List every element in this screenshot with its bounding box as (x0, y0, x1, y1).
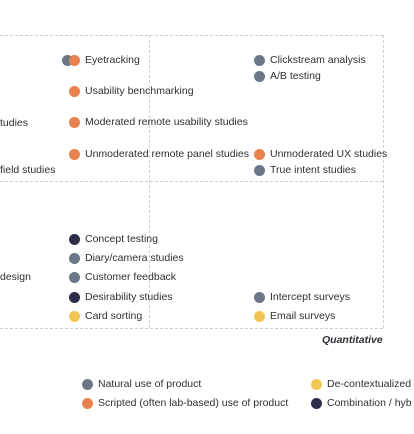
scripted-use-dot (69, 117, 80, 128)
method-label: Concept testing (85, 233, 158, 245)
legend-scripted-use: Scripted (often lab-based) use of produc… (82, 397, 288, 410)
method-label: A/B testing (270, 70, 321, 82)
natural-use-dot (62, 55, 73, 66)
combination-dot (69, 234, 80, 245)
cut-off-label-studies: tudies (0, 117, 29, 129)
method-label: Card sorting (85, 310, 143, 322)
scripted-use-dot (254, 149, 265, 160)
grid-middle-line (0, 181, 383, 182)
method-label: Diary/camera studies (85, 252, 184, 264)
method-concept-testing: Concept testing (69, 233, 158, 246)
legend-label: Natural use of product (98, 378, 202, 390)
method-label: Unmoderated remote panel studies (85, 148, 250, 160)
method-label: Usability benchmarking (85, 85, 194, 97)
method-intercept-surveys: Intercept surveys (254, 291, 350, 304)
scripted-use-dot (69, 149, 80, 160)
method-diary-camera-studies: Diary/camera studies (69, 252, 184, 265)
decontextualized-dot (69, 311, 80, 322)
natural-use-dot (82, 379, 93, 390)
natural-use-dot (254, 71, 265, 82)
grid-center-line (149, 35, 150, 328)
method-eyetracking: Eyetracking (62, 54, 140, 67)
legend-decontextualized: De-contextualized (311, 378, 411, 391)
legend-natural-use: Natural use of product (82, 378, 201, 391)
combination-dot (69, 292, 80, 303)
scripted-use-dot (69, 86, 80, 97)
method-label: Clickstream analysis (270, 54, 366, 66)
method-moderated-remote-usability: Moderated remote usability studies (69, 116, 248, 129)
method-label: Unmoderated UX studies (270, 148, 388, 160)
axis-label-quantitative: Quantitative (322, 334, 383, 346)
decontextualized-dot (311, 379, 322, 390)
legend-combination: Combination / hyb (311, 397, 412, 410)
method-label: Intercept surveys (270, 291, 350, 303)
legend-label: Combination / hyb (327, 397, 412, 409)
method-ab-testing: A/B testing (254, 70, 321, 83)
scripted-use-dot (69, 55, 80, 66)
grid-bottom-line (0, 328, 383, 329)
method-clickstream-analysis: Clickstream analysis (254, 54, 366, 67)
method-true-intent-studies: True intent studies (254, 164, 356, 177)
method-label: Moderated remote usability studies (85, 116, 248, 128)
method-label: True intent studies (270, 164, 356, 176)
legend-label: De-contextualized (327, 378, 412, 390)
natural-use-dot (254, 165, 265, 176)
scripted-use-dot (82, 398, 93, 409)
method-email-surveys: Email surveys (254, 310, 335, 323)
method-label: Eyetracking (85, 54, 140, 66)
method-label: Desirability studies (85, 291, 173, 303)
decontextualized-dot (254, 311, 265, 322)
method-usability-benchmarking: Usability benchmarking (69, 85, 194, 98)
method-desirability-studies: Desirability studies (69, 291, 173, 304)
method-label: Email surveys (270, 310, 336, 322)
legend-label: Scripted (often lab-based) use of produc… (98, 397, 289, 409)
method-customer-feedback: Customer feedback (69, 271, 176, 284)
natural-use-dot (69, 253, 80, 264)
method-unmoderated-ux-studies: Unmoderated UX studies (254, 148, 387, 161)
grid-right-line (383, 35, 384, 328)
method-card-sorting: Card sorting (69, 310, 142, 323)
method-label: Customer feedback (85, 271, 177, 283)
cut-off-label-design: design (0, 271, 31, 283)
method-unmoderated-remote-panel: Unmoderated remote panel studies (69, 148, 249, 161)
combination-dot (311, 398, 322, 409)
natural-use-dot (69, 272, 80, 283)
natural-use-dot (254, 292, 265, 303)
grid-top-line (0, 35, 383, 36)
cut-off-label-field-studies: field studies (0, 164, 56, 176)
natural-use-dot (254, 55, 265, 66)
